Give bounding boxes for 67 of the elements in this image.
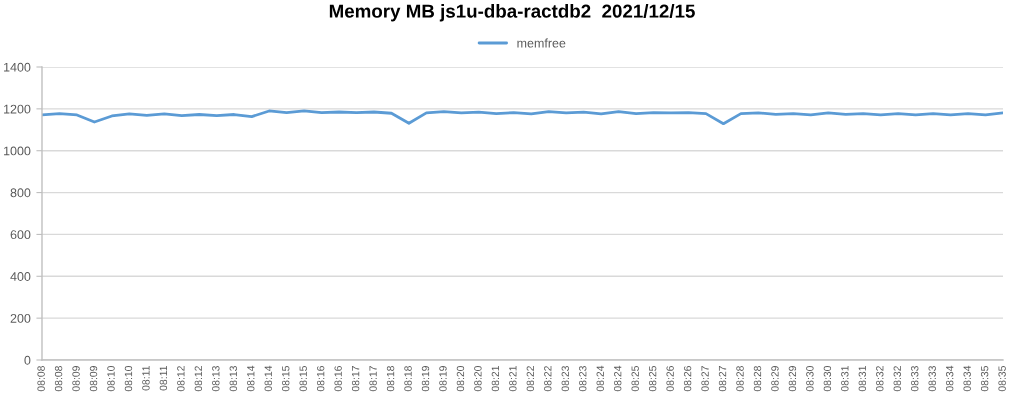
x-tick-label: 08:12 bbox=[194, 366, 203, 392]
x-tick-label: 08:17 bbox=[351, 366, 360, 392]
x-tick-label: 08:31 bbox=[858, 366, 867, 392]
x-tick-label: 08:20 bbox=[456, 365, 465, 392]
x-tick-label: 08:16 bbox=[316, 366, 325, 392]
y-tick-label: 600 bbox=[10, 230, 31, 240]
x-tick-label: 08:25 bbox=[648, 365, 657, 392]
x-tick-label: 08:26 bbox=[683, 366, 692, 392]
x-tick-label: 08:14 bbox=[247, 365, 255, 392]
x-tick-label: 08:34 bbox=[963, 365, 971, 392]
x-tick-label: 08:30 bbox=[806, 365, 814, 392]
x-tick-label: 08:23 bbox=[579, 366, 587, 392]
x-tick-label: 08:27 bbox=[701, 366, 709, 392]
x-tick-label: 08:10 bbox=[124, 365, 133, 392]
x-tick-label: 08:09 bbox=[72, 366, 80, 392]
x-tick-label: 08:32 bbox=[893, 366, 901, 392]
x-tick-label: 08:19 bbox=[439, 366, 447, 392]
x-tick-label: 08:18 bbox=[386, 366, 395, 392]
x-tick-label: 08:28 bbox=[753, 366, 762, 392]
x-tick-label: 08:19 bbox=[421, 366, 430, 392]
x-tick-label: 08:27 bbox=[718, 366, 727, 392]
line-series bbox=[42, 109, 1003, 126]
legend-label: memfree bbox=[517, 38, 566, 48]
x-tick-label: 08:18 bbox=[404, 366, 412, 392]
x-tick-label: 08:10 bbox=[107, 365, 115, 392]
x-tick-label: 08:22 bbox=[526, 366, 535, 392]
x-tick-label: 08:24 bbox=[596, 365, 604, 392]
x-tick-label: 08:17 bbox=[369, 366, 377, 392]
x-tick-label: 08:08 bbox=[37, 366, 45, 392]
y-tick-label: 0 bbox=[24, 355, 31, 365]
x-tick-label: 08:35 bbox=[998, 365, 1006, 392]
x-tick-label: 08:29 bbox=[771, 366, 779, 392]
x-tick-label: 08:29 bbox=[788, 366, 797, 392]
x-tick-label: 08:14 bbox=[264, 365, 272, 392]
y-tick-label: 1200 bbox=[4, 104, 31, 114]
x-tick-label: 08:21 bbox=[491, 366, 500, 392]
y-tick-label: 200 bbox=[10, 313, 31, 323]
x-tick-label: 08:26 bbox=[666, 366, 674, 392]
x-tick-label: 08:20 bbox=[474, 365, 482, 392]
x-tick-label: 08:34 bbox=[946, 365, 954, 392]
x-tick-label: 08:13 bbox=[229, 366, 237, 392]
x-tick-label: 08:15 bbox=[282, 365, 290, 392]
y-tick-label: 1400 bbox=[4, 62, 31, 72]
x-tick-label: 08:12 bbox=[177, 366, 185, 392]
x-tick-label: 08:32 bbox=[876, 366, 884, 392]
x-tick-label: 08:13 bbox=[212, 366, 220, 392]
x-tick-label: 08:21 bbox=[509, 366, 517, 392]
x-tick-label: 08:11 bbox=[142, 366, 150, 391]
x-tick-label: 08:11 bbox=[159, 366, 168, 391]
chart-title: Memory MB js1u-dba-ractdb2 2021/12/15 bbox=[329, 4, 695, 22]
x-tick-label: 08:08 bbox=[54, 366, 63, 392]
y-tick-label: 1000 bbox=[4, 146, 31, 156]
x-tick-label: 08:31 bbox=[841, 366, 849, 392]
x-tick-label: 08:09 bbox=[89, 366, 98, 392]
x-tick-label: 08:25 bbox=[631, 365, 639, 392]
x-tick-label: 08:33 bbox=[928, 366, 936, 392]
x-tick-label: 08:28 bbox=[736, 366, 744, 392]
y-tick-label: 800 bbox=[10, 188, 31, 198]
x-tick-label: 08:22 bbox=[544, 366, 552, 392]
x-tick-label: 08:23 bbox=[561, 366, 569, 392]
x-tick-label: 08:24 bbox=[614, 365, 622, 392]
x-tick-label: 08:35 bbox=[980, 365, 989, 392]
x-tick-label: 08:33 bbox=[911, 366, 919, 392]
x-tick-label: 08:16 bbox=[334, 366, 342, 392]
x-tick-label: 08:30 bbox=[823, 365, 832, 392]
y-tick-label: 400 bbox=[10, 272, 31, 281]
x-tick-label: 08:15 bbox=[299, 365, 307, 392]
